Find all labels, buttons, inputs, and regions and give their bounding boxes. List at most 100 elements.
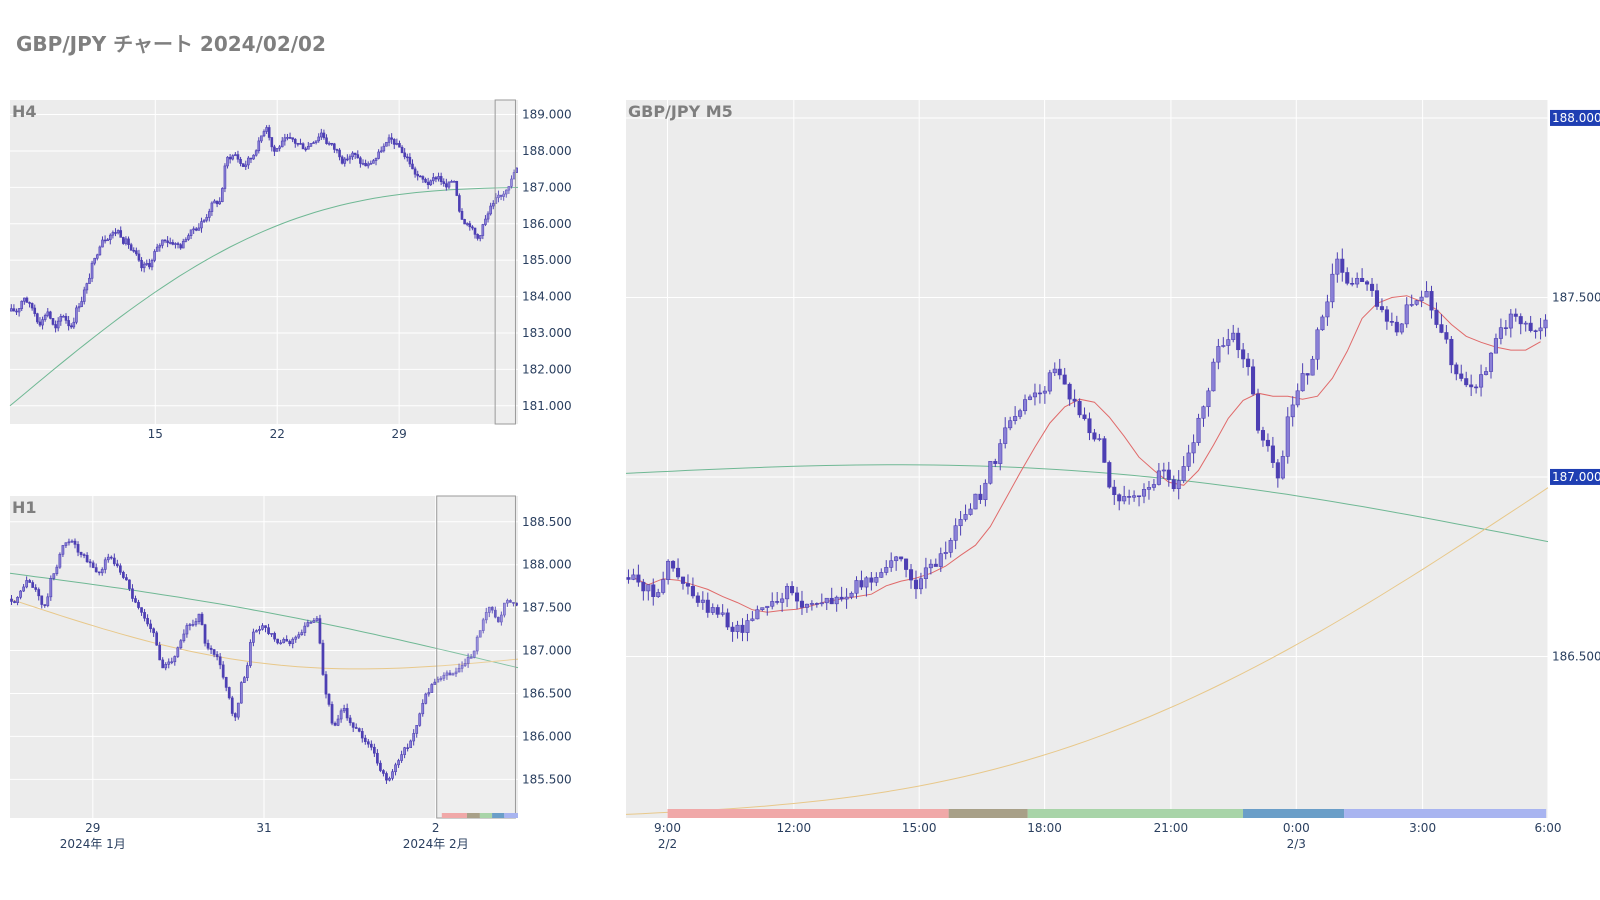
candle	[212, 649, 216, 655]
candle	[1285, 416, 1290, 457]
candle	[1384, 309, 1389, 322]
candle	[1072, 398, 1077, 402]
candle	[918, 578, 923, 590]
candle	[469, 657, 473, 659]
candle	[809, 603, 814, 605]
candle	[361, 162, 365, 165]
candle	[1226, 339, 1231, 346]
candle	[333, 722, 337, 726]
candle	[439, 677, 443, 680]
candle	[1508, 313, 1513, 329]
candle	[1528, 322, 1533, 331]
candle	[1052, 368, 1057, 374]
candle	[312, 142, 315, 144]
y-tick-label: 187.500	[1552, 290, 1600, 304]
candle	[97, 571, 101, 574]
x-subtick-label: 2/3	[1287, 837, 1306, 851]
candle	[509, 600, 512, 603]
h1-session-bar	[441, 813, 518, 818]
candle	[252, 631, 255, 643]
candle	[1246, 358, 1251, 368]
candle	[486, 213, 490, 220]
candle	[500, 614, 503, 623]
candle	[247, 157, 250, 166]
candle	[1474, 386, 1479, 389]
candle	[948, 540, 953, 553]
candle	[416, 173, 420, 177]
candle	[1216, 346, 1221, 363]
candle	[465, 223, 469, 225]
candle	[128, 579, 131, 590]
candle	[69, 325, 73, 328]
y-tick-label: 185.500	[522, 772, 572, 786]
candle	[187, 235, 190, 240]
candle	[43, 315, 47, 320]
candle	[780, 598, 785, 603]
candle	[1260, 430, 1266, 441]
candle	[98, 246, 102, 256]
candle	[427, 692, 431, 695]
m5-moving-averages	[625, 295, 1549, 815]
candle	[158, 245, 162, 248]
candle	[188, 624, 192, 626]
candle	[493, 609, 497, 618]
candle	[10, 598, 13, 602]
candle	[824, 597, 829, 604]
candle	[288, 640, 292, 645]
candle	[46, 596, 50, 606]
candle	[223, 165, 227, 189]
candle	[234, 154, 237, 157]
candle	[244, 164, 248, 167]
candle	[258, 629, 261, 631]
candle	[377, 151, 380, 159]
candle	[735, 624, 740, 632]
candle	[490, 606, 494, 611]
candle	[451, 673, 455, 676]
candle	[434, 177, 438, 180]
candle	[463, 219, 466, 225]
candle	[1087, 418, 1092, 434]
y-tick-label: 184.000	[522, 290, 572, 304]
candle	[1196, 417, 1201, 443]
candle	[1275, 462, 1280, 479]
candle	[463, 663, 467, 666]
candle	[25, 580, 28, 588]
candle	[429, 180, 433, 186]
candle	[215, 200, 219, 205]
candle	[497, 194, 500, 199]
h1-range-window[interactable]	[436, 495, 516, 819]
m5-panel-title: GBP/JPY M5	[628, 102, 733, 121]
candle	[908, 569, 914, 581]
candle	[983, 482, 988, 500]
candle	[12, 308, 16, 312]
candle	[933, 563, 938, 567]
candle	[51, 318, 55, 325]
candle	[40, 595, 44, 605]
candle	[646, 584, 651, 592]
candle	[67, 541, 71, 544]
session-segment	[441, 813, 467, 818]
candle	[218, 201, 222, 205]
candle	[765, 605, 770, 608]
candle	[1137, 495, 1142, 498]
h4-range-window[interactable]	[494, 99, 516, 425]
candle	[205, 217, 208, 221]
candle	[1310, 358, 1315, 376]
candle	[95, 254, 99, 259]
candle	[192, 228, 195, 231]
candle	[1434, 309, 1439, 325]
candle	[1018, 410, 1023, 417]
candle	[37, 589, 41, 597]
session-segment	[948, 809, 1028, 818]
candle	[13, 601, 16, 603]
candle	[1255, 393, 1261, 431]
candle	[164, 664, 168, 669]
page-title: GBP/JPY チャート 2024/02/02	[16, 32, 326, 56]
candle	[725, 612, 730, 628]
candle	[869, 577, 874, 583]
candle	[163, 239, 167, 242]
candle	[28, 580, 32, 583]
candle	[226, 156, 229, 167]
candle	[191, 624, 195, 626]
candle	[23, 297, 26, 302]
